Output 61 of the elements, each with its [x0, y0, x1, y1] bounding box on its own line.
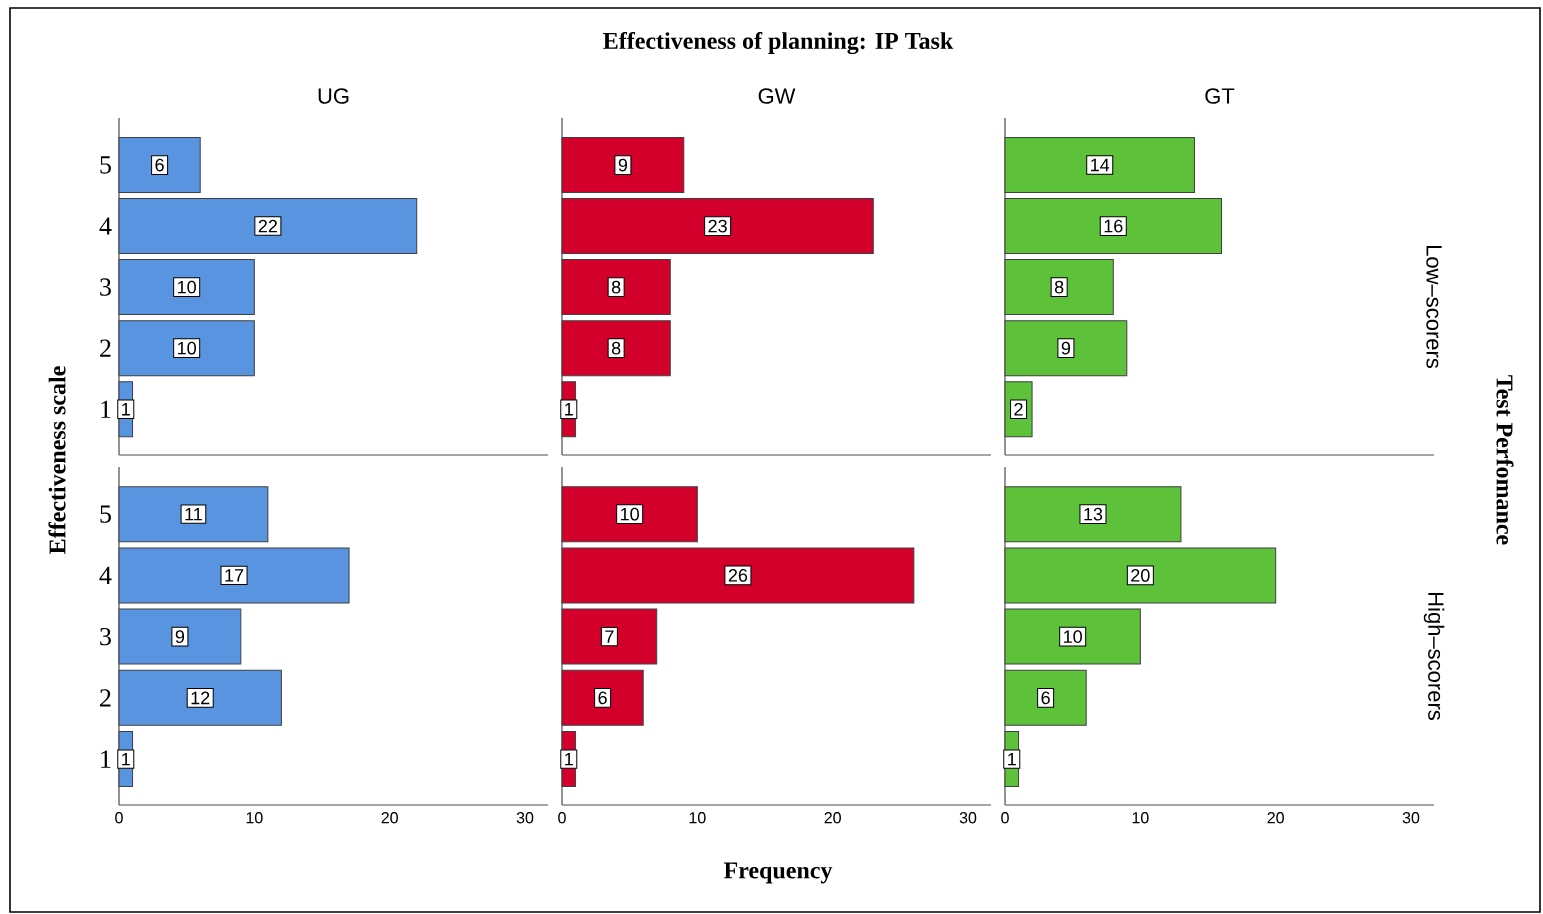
data-label: 22	[258, 219, 277, 233]
x-tick-label: 20	[1267, 812, 1284, 824]
data-label: 6	[598, 691, 607, 705]
x-axis-title: Frequency	[723, 862, 833, 884]
data-label: 16	[1104, 219, 1123, 233]
data-label: 1	[565, 403, 573, 416]
data-label: 10	[178, 341, 196, 355]
data-label: 1	[1008, 752, 1016, 766]
data-label: 1	[122, 752, 130, 766]
data-label: 9	[175, 630, 185, 643]
data-label: 1	[565, 752, 573, 766]
x-tick-label: 0	[1001, 812, 1009, 824]
x-tick-label: 10	[689, 812, 706, 824]
data-label: 26	[728, 569, 748, 582]
data-label: 8	[611, 280, 621, 294]
data-label: 10	[178, 280, 196, 294]
y2-axis-title: High–scorers	[1423, 593, 1445, 720]
y-axis-title: Effectiveness scale	[48, 366, 66, 554]
x-tick-label: 30	[959, 812, 977, 824]
text: Effectiveness of planning: IP Task	[603, 31, 954, 55]
data-label: 11	[185, 507, 202, 521]
data-label: 13	[1084, 507, 1103, 521]
y-tick-label: 3	[100, 627, 111, 646]
y-tick-label: 1	[101, 750, 111, 768]
x-tick-label: 20	[381, 812, 398, 824]
y-tick-label: 5	[100, 156, 111, 174]
chart-title: UG	[318, 88, 349, 104]
data-label: 9	[618, 158, 628, 172]
data-label: 8	[1054, 280, 1064, 294]
y-tick-label: 4	[99, 217, 112, 235]
data-label: 6	[155, 158, 164, 172]
data-label: 7	[605, 630, 614, 643]
text: Test Perfomance	[1496, 375, 1514, 545]
data-label: 10	[621, 507, 639, 521]
data-label: 2	[1014, 402, 1023, 416]
data-label: 1	[122, 403, 130, 416]
data-label: 12	[191, 691, 210, 705]
data-label: 6	[1041, 691, 1050, 705]
y-tick-label: 2	[100, 339, 111, 357]
data-label: 17	[225, 569, 244, 582]
x-tick-label: 0	[558, 812, 566, 824]
y-tick-label: 3	[100, 278, 111, 296]
x-tick-label: 30	[516, 812, 534, 824]
y-tick-label: 1	[101, 400, 111, 418]
y2-axis-title: Low–scorers	[1426, 245, 1442, 369]
x-tick-label: 30	[1402, 812, 1420, 824]
data-label: 23	[708, 219, 727, 233]
chart-title: GT	[1205, 88, 1235, 104]
y-tick-label: 5	[100, 505, 111, 523]
data-label: 14	[1091, 158, 1110, 172]
data-label: 9	[1061, 341, 1071, 355]
data-label: 10	[1064, 630, 1082, 643]
x-tick-label: 0	[115, 812, 123, 824]
x-tick-label: 10	[246, 812, 263, 824]
data-label: 20	[1131, 569, 1150, 582]
chart-title: GW	[758, 88, 796, 104]
x-tick-label: 20	[824, 812, 841, 824]
data-label: 8	[611, 341, 621, 355]
x-tick-label: 10	[1132, 812, 1149, 824]
y-tick-label: 2	[100, 689, 111, 707]
y-tick-label: 4	[99, 566, 112, 584]
